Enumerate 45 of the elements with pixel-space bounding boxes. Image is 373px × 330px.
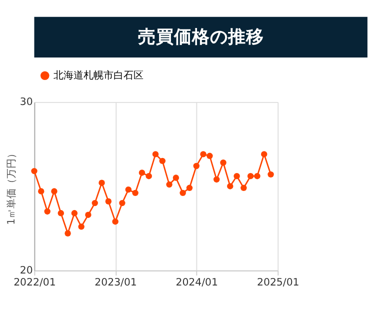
point xyxy=(51,188,58,194)
point xyxy=(138,170,146,176)
y-tick-label: 30 xyxy=(20,97,33,108)
point xyxy=(220,160,226,166)
x-tick-label: 2025/01 xyxy=(256,278,300,289)
point xyxy=(200,151,206,158)
y-axis-title: 1㎡単価（万円） xyxy=(6,148,18,225)
point xyxy=(119,200,126,206)
point xyxy=(247,173,254,180)
point xyxy=(240,184,247,191)
x-tick-label: 2023/01 xyxy=(94,278,137,289)
point xyxy=(125,186,132,193)
point xyxy=(180,190,186,196)
point xyxy=(64,230,71,236)
point xyxy=(186,184,193,191)
point xyxy=(112,218,118,225)
chart-title: 売買価格の推移 xyxy=(138,26,264,48)
point xyxy=(38,188,44,194)
point xyxy=(261,151,268,158)
point xyxy=(227,183,234,190)
legend-label: 北海道札幌市白石区 xyxy=(54,69,144,82)
point xyxy=(166,181,172,188)
point xyxy=(92,200,98,206)
point xyxy=(234,173,240,180)
x-tick-label: 2024/01 xyxy=(176,278,218,289)
point xyxy=(206,152,213,159)
y-tick-label: 20 xyxy=(20,266,33,277)
point xyxy=(268,171,274,178)
point xyxy=(213,176,220,183)
point xyxy=(78,224,84,230)
point xyxy=(146,173,152,180)
point xyxy=(254,173,260,180)
point xyxy=(44,208,50,215)
point xyxy=(172,174,180,181)
point xyxy=(105,198,112,204)
point xyxy=(85,212,92,218)
point xyxy=(152,151,159,158)
point xyxy=(58,210,64,216)
point xyxy=(132,190,138,196)
x-tick-label: 2022/01 xyxy=(14,278,56,289)
point xyxy=(193,162,200,170)
point xyxy=(71,210,78,216)
point xyxy=(159,158,166,164)
point xyxy=(31,168,38,174)
point xyxy=(98,180,105,186)
